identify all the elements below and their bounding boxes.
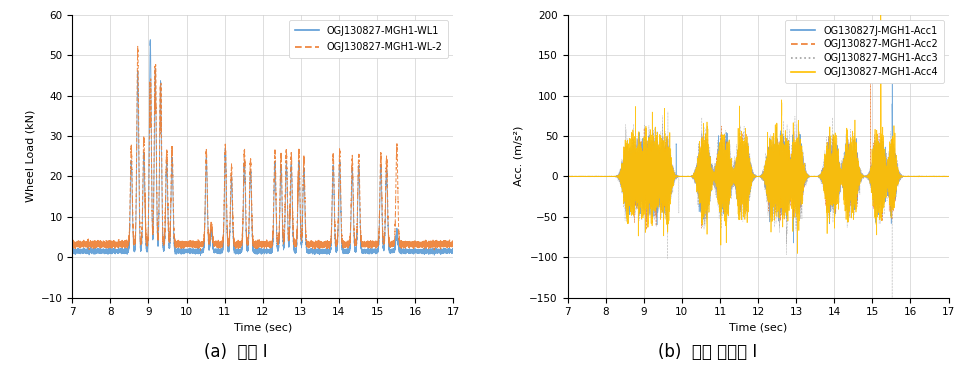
X-axis label: Time (sec): Time (sec) <box>234 323 292 333</box>
Y-axis label: Wheel Load (kN): Wheel Load (kN) <box>25 110 35 202</box>
Legend: OG130827J-MGH1-Acc1, OGJ130827-MGH1-Acc2, OGJ130827-MGH1-Acc3, OGJ130827-MGH1-Ac: OG130827J-MGH1-Acc1, OGJ130827-MGH1-Acc2… <box>785 20 944 83</box>
Text: (a)  윤중 I: (a) 윤중 I <box>204 343 268 360</box>
Legend: OGJ130827-MGH1-WL1, OGJ130827-MGH1-WL-2: OGJ130827-MGH1-WL1, OGJ130827-MGH1-WL-2 <box>289 20 449 58</box>
Y-axis label: Acc. (m/s²): Acc. (m/s²) <box>514 126 524 186</box>
Text: (b)  침목 가속도 I: (b) 침목 가속도 I <box>658 343 758 360</box>
X-axis label: Time (sec): Time (sec) <box>729 323 787 333</box>
